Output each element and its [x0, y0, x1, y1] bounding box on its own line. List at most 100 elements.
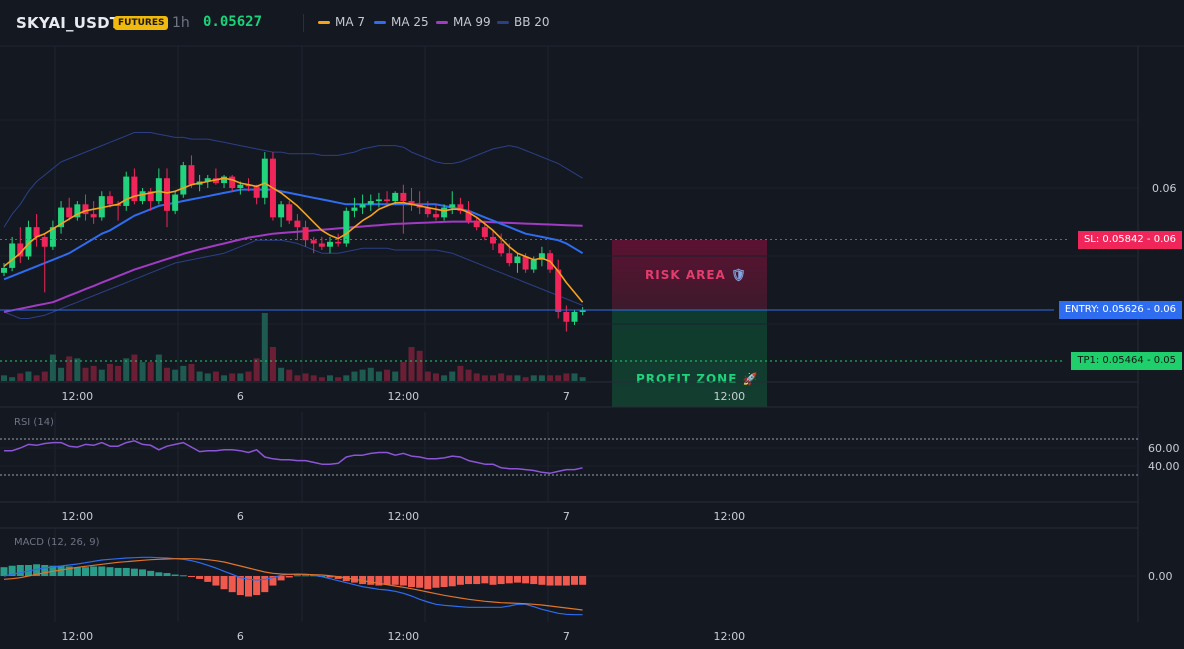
volume-bar — [180, 365, 187, 381]
volume-bar — [49, 354, 56, 381]
macd-histogram-bar — [546, 576, 554, 586]
volume-bar — [172, 369, 179, 381]
time-axis-label: 12:00 — [61, 630, 93, 643]
candle-body — [310, 240, 317, 244]
candle-body — [261, 158, 268, 198]
legend-ma99-label: MA 99 — [453, 15, 491, 29]
legend-ma25[interactable]: MA 25 — [374, 15, 429, 29]
volume-bar — [90, 365, 97, 381]
legend-bb20[interactable]: BB 20 — [497, 15, 550, 29]
macd-signal-line — [3, 558, 583, 611]
symbol-title[interactable]: SKYAI_USDT — [16, 14, 121, 32]
volume-bar — [449, 371, 456, 381]
candle-body — [522, 256, 529, 270]
macd-histogram-bar — [391, 576, 399, 585]
macd-histogram-bar — [440, 576, 448, 587]
volume-bar — [547, 375, 554, 381]
volume-bar — [82, 367, 89, 381]
candle-body — [66, 207, 73, 218]
candle-body — [131, 176, 138, 202]
chart-header: SKYAI_USDT FUTURES 1h 0.05627 MA 7 MA 25… — [0, 0, 1184, 46]
time-axis-label: 6 — [237, 510, 244, 523]
candle-body — [457, 204, 464, 211]
time-axis-label: 12:00 — [713, 630, 745, 643]
ma25-swatch — [374, 20, 386, 24]
macd-histogram-bar — [82, 567, 89, 576]
legend-ma25-label: MA 25 — [391, 15, 429, 29]
entry-tag[interactable]: ENTRY: 0.05626 - 0.06 — [1058, 301, 1182, 319]
ma7-line — [3, 177, 584, 303]
macd-histogram-bar — [326, 576, 334, 578]
candle-body — [180, 165, 187, 195]
candle-body — [106, 196, 113, 205]
take-profit-tag[interactable]: TP1: 0.05464 - 0.05 — [1071, 352, 1182, 370]
stop-loss-tag[interactable]: SL: 0.05842 - 0.06 — [1077, 231, 1182, 249]
candle-body — [351, 207, 358, 211]
macd-axis-label: 0.00 — [1148, 570, 1173, 583]
macd-histogram-bar — [155, 572, 163, 576]
macd-histogram-bar — [448, 576, 456, 587]
volume-bar — [514, 375, 521, 381]
candle-body — [327, 241, 333, 247]
macd-histogram-bar — [424, 576, 432, 590]
volume-bar — [204, 373, 211, 381]
futures-badge: FUTURES — [114, 16, 169, 30]
volume-bar — [522, 377, 529, 381]
last-price: 0.05627 — [203, 14, 263, 30]
candle-body — [286, 204, 293, 221]
candle-body — [571, 311, 578, 322]
macd-histogram-bar — [220, 576, 228, 590]
candle-body — [318, 243, 325, 247]
volume-bar — [408, 347, 415, 381]
macd-histogram-bar — [562, 576, 570, 586]
candle-body — [221, 176, 228, 184]
macd-histogram-bar — [163, 573, 171, 576]
candle-body — [58, 207, 65, 228]
candle-body — [302, 227, 309, 241]
volume-bar — [375, 371, 382, 381]
volume-bar — [261, 313, 268, 381]
time-axis-label: 7 — [563, 390, 570, 403]
macd-histogram-bar — [8, 565, 16, 576]
macd-histogram-bar — [465, 576, 473, 585]
volume-bar — [432, 373, 439, 381]
timeframe-label[interactable]: 1h — [172, 15, 190, 31]
candle-body — [98, 196, 105, 218]
candle-body — [481, 227, 488, 237]
volume-bar — [416, 350, 423, 381]
macd-histogram-bar — [147, 570, 155, 576]
macd-histogram-bar — [489, 576, 497, 585]
candle-body — [253, 186, 260, 198]
time-axis-label: 12:00 — [61, 390, 93, 403]
ma99-swatch — [436, 20, 448, 24]
macd-histogram-bar — [187, 576, 195, 577]
volume-bar — [367, 367, 374, 381]
candle-body — [506, 253, 513, 264]
macd-histogram-bar — [114, 567, 122, 576]
candle-body — [473, 220, 480, 228]
volume-bar — [490, 375, 496, 381]
volume-bar — [538, 375, 545, 381]
macd-histogram-bar — [204, 576, 212, 582]
volume-bar — [327, 375, 333, 381]
time-axis-label: 12:00 — [387, 630, 419, 643]
volume-bar — [123, 358, 130, 381]
legend-ma7[interactable]: MA 7 — [318, 15, 365, 29]
candle-body — [384, 199, 391, 202]
candle-body — [424, 207, 431, 215]
legend-ma99[interactable]: MA 99 — [436, 15, 491, 29]
candle-body — [579, 309, 586, 312]
candle-body — [172, 194, 179, 211]
shield-icon: 🛡 — [731, 268, 748, 282]
volume-bar — [106, 364, 113, 381]
volume-bar — [506, 375, 513, 381]
header-divider — [303, 14, 304, 32]
candle-body — [123, 176, 130, 206]
volume-bar — [579, 377, 586, 381]
macd-histogram-bar — [383, 576, 391, 585]
macd-histogram-bar — [432, 576, 440, 588]
volume-bar — [269, 347, 276, 381]
candle-body — [204, 178, 211, 182]
candle-body — [1, 267, 7, 273]
